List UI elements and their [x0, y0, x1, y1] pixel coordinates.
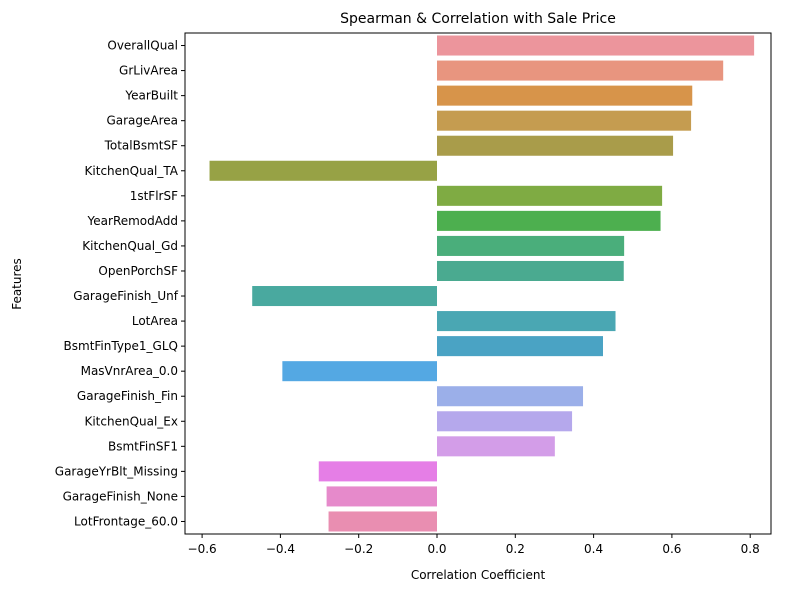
bar-kitchenqual-gd — [437, 235, 625, 256]
bar-lotarea — [437, 311, 616, 332]
x-tick-label: 0.6 — [662, 542, 681, 556]
bar-1stflrsf — [437, 185, 663, 206]
y-tick-label: LotArea — [132, 314, 178, 328]
y-tick-label: YearRemodAdd — [87, 214, 178, 228]
bar-grlivarea — [437, 60, 724, 81]
x-tick-label: 0.0 — [427, 542, 446, 556]
bar-garagefinish-none — [326, 486, 437, 507]
y-tick-label: LotFrontage_60.0 — [74, 514, 178, 528]
chart-title: Spearman & Correlation with Sale Price — [340, 11, 616, 27]
y-tick-label: BsmtFinSF1 — [108, 439, 178, 453]
y-tick-label: OverallQual — [107, 39, 178, 53]
y-tick-label: GarageFinish_Unf — [73, 289, 178, 303]
bar-kitchenqual-ta — [209, 160, 437, 181]
x-tick-label: −0.4 — [266, 542, 295, 556]
y-tick-label: BsmtFinType1_GLQ — [64, 339, 178, 353]
y-tick-label: GarageFinish_Fin — [77, 389, 178, 403]
plot-frame — [184, 32, 772, 535]
y-tick-label: YearBuilt — [124, 89, 178, 103]
y-tick-label: KitchenQual_TA — [85, 164, 179, 178]
x-tick-label: 0.8 — [741, 542, 760, 556]
y-tick-label: 1stFlrSF — [130, 189, 178, 203]
x-axis-ticks: −0.6 −0.4 −0.2 0.0 0.2 0.4 0.6 0.8 — [188, 534, 760, 556]
y-tick-label: KitchenQual_Gd — [82, 239, 178, 253]
y-tick-label: MasVnrArea_0.0 — [81, 364, 178, 378]
bar-lotfrontage-60-0 — [328, 511, 437, 532]
bar-garagearea — [437, 110, 692, 131]
bar-bsmtfintype1-glq — [437, 336, 603, 357]
bar-garagefinish-fin — [437, 386, 584, 407]
y-axis-ticks: OverallQual GrLivArea YearBuilt GarageArea T… — [55, 39, 185, 528]
x-tick-label: 0.2 — [506, 542, 525, 556]
y-tick-label: GarageFinish_None — [63, 489, 178, 503]
bar-openporchsf — [437, 260, 624, 281]
bar-group — [209, 35, 755, 532]
x-axis-title: Correlation Coefficient — [411, 568, 546, 582]
bar-garageyrblt-missing — [318, 461, 437, 482]
y-tick-label: GarageYrBlt_Missing — [55, 464, 178, 478]
y-tick-label: GrLivArea — [119, 64, 178, 78]
y-tick-label: KitchenQual_Ex — [84, 414, 178, 428]
bar-totalbsmtsf — [437, 135, 674, 156]
bar-yearbuilt — [437, 85, 693, 106]
y-axis-title: Features — [10, 258, 24, 310]
y-tick-label: TotalBsmtSF — [104, 139, 179, 153]
y-tick-label: OpenPorchSF — [98, 264, 178, 278]
x-tick-label: 0.4 — [584, 542, 603, 556]
bar-overallqual — [437, 35, 755, 56]
x-tick-label: −0.2 — [344, 542, 373, 556]
bar-kitchenqual-ex — [437, 411, 573, 432]
x-tick-label: −0.6 — [188, 542, 217, 556]
bar-bsmtfinsf1 — [437, 436, 555, 457]
bar-yearremodadd — [437, 210, 661, 231]
y-tick-label: GarageArea — [106, 114, 178, 128]
bar-garagefinish-unf — [252, 286, 437, 307]
bar-masvnrarea-0-0 — [282, 361, 437, 382]
